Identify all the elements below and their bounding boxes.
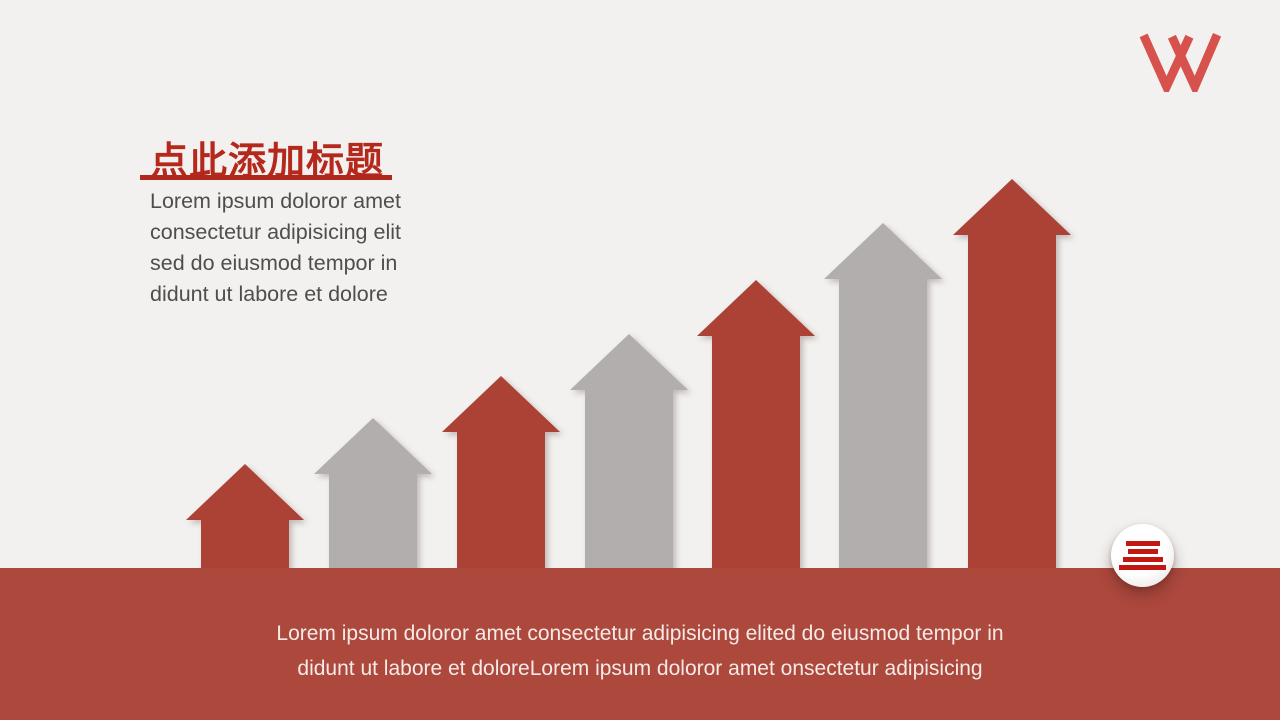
- body-line: sed do eiusmod tempor in: [150, 251, 398, 275]
- title-underline: [140, 175, 392, 180]
- growth-arrow: [442, 376, 560, 570]
- text-lines-icon: [1127, 549, 1158, 554]
- footer-band: [0, 568, 1280, 720]
- growth-arrow: [186, 464, 304, 570]
- circle-button[interactable]: [1111, 524, 1174, 587]
- text-lines-icon: [1125, 541, 1160, 546]
- footer-line: Lorem ipsum doloror amet consectetur adi…: [276, 622, 1004, 645]
- body-line: didunt ut labore et dolore: [150, 282, 388, 306]
- growth-arrow: [953, 179, 1071, 570]
- growth-arrow: [570, 334, 688, 570]
- growth-arrow: [824, 223, 942, 570]
- growth-arrow: [314, 418, 432, 570]
- body-line: Lorem ipsum doloror amet: [150, 189, 401, 213]
- growth-arrow: [697, 280, 815, 570]
- footer-text: Lorem ipsum doloror amet consectetur adi…: [0, 616, 1280, 686]
- text-lines-icon: [1119, 565, 1166, 570]
- wps-logo-icon: [1139, 32, 1222, 92]
- text-lines-icon: [1122, 557, 1163, 562]
- body-line: consectetur adipisicing elit: [150, 220, 401, 244]
- body-text: Lorem ipsum doloror amet consectetur adi…: [150, 186, 450, 310]
- footer-line: didunt ut labore et doloreLorem ipsum do…: [297, 657, 983, 680]
